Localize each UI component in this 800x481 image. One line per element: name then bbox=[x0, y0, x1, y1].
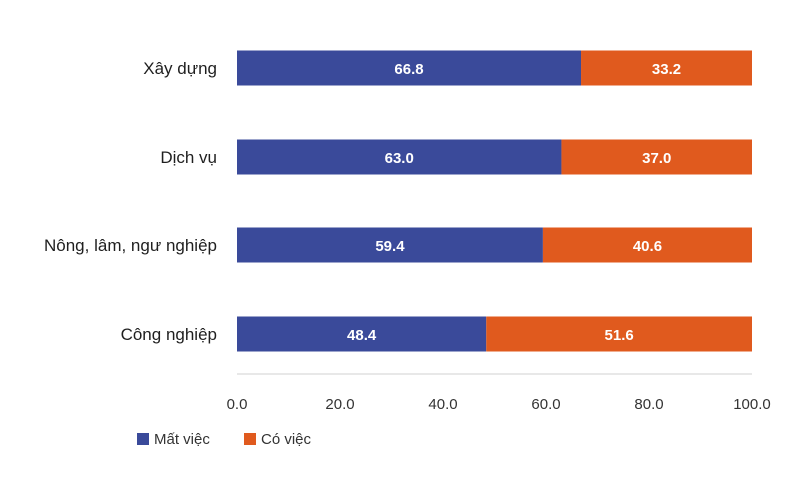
category-labels: Xây dựng Dịch vụ Nông, lâm, ngư nghiệp Công… bbox=[44, 59, 217, 344]
legend-label-series-2: Có việc bbox=[261, 431, 312, 448]
data-label: 40.6 bbox=[633, 238, 662, 255]
category-label: Xây dựng bbox=[143, 59, 217, 78]
x-tick-label: 80.0 bbox=[634, 396, 663, 413]
data-label: 37.0 bbox=[642, 150, 671, 167]
bar-segment bbox=[237, 316, 487, 352]
data-label: 59.4 bbox=[375, 238, 405, 255]
legend-label-series-1: Mất việc bbox=[154, 431, 210, 448]
x-tick-label: 0.0 bbox=[227, 396, 248, 413]
bar-segment bbox=[237, 139, 562, 175]
category-label: Dịch vụ bbox=[160, 148, 217, 167]
bar-segment bbox=[542, 227, 752, 263]
bar-segment bbox=[581, 50, 752, 86]
data-label: 66.8 bbox=[394, 61, 423, 78]
legend-swatch-series-2 bbox=[244, 433, 256, 445]
bar-segment bbox=[237, 50, 582, 86]
data-label: 48.4 bbox=[347, 327, 377, 344]
bars-group: 66.8 33.2 63.0 37.0 59.4 40.6 48.4 51.6 bbox=[237, 50, 752, 352]
data-label: 33.2 bbox=[652, 61, 681, 78]
category-label: Công nghiệp bbox=[121, 325, 217, 344]
bar-segment bbox=[561, 139, 752, 175]
legend: Mất việc Có việc bbox=[137, 431, 312, 448]
category-label: Nông, lâm, ngư nghiệp bbox=[44, 236, 217, 255]
data-label: 51.6 bbox=[605, 327, 634, 344]
x-axis: 0.0 20.0 40.0 60.0 80.0 100.0 bbox=[227, 373, 771, 413]
x-tick-label: 100.0 bbox=[733, 396, 771, 413]
x-tick-label: 60.0 bbox=[531, 396, 560, 413]
data-label: 63.0 bbox=[385, 150, 414, 167]
bar-segment bbox=[486, 316, 752, 352]
legend-swatch-series-1 bbox=[137, 433, 149, 445]
x-tick-label: 40.0 bbox=[428, 396, 457, 413]
bar-segment bbox=[237, 227, 543, 263]
x-tick-label: 20.0 bbox=[325, 396, 354, 413]
